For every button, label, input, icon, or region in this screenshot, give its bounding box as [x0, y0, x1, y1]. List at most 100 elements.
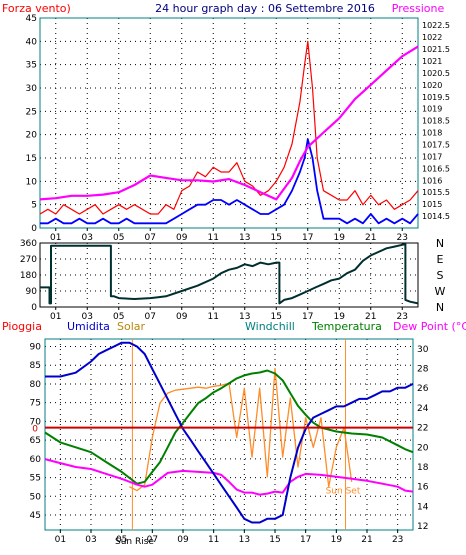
- x-tick-label: 19: [331, 535, 343, 545]
- x-tick-label: 11: [208, 312, 219, 322]
- y-left-tick-label: 40: [26, 37, 38, 47]
- x-tick-label: 13: [239, 312, 250, 322]
- y-right-tick-label: 1017.5: [422, 140, 450, 149]
- y-left-tick-label: 15: [26, 154, 37, 164]
- wind-pressure-chart: 0510152025303540451014.510151015.5101610…: [26, 14, 450, 243]
- x-tick-label: 21: [361, 535, 372, 545]
- y-right-tick-label: 1020: [422, 81, 442, 90]
- series-avg: [40, 138, 419, 225]
- x-tick-label: 19: [334, 233, 346, 243]
- y-left-tick-label: 50: [30, 492, 42, 502]
- y-left-tick-label: 45: [30, 511, 41, 521]
- x-tick-label: 03: [82, 233, 93, 243]
- series-humidity: [45, 341, 414, 524]
- y-tick-label: 270: [20, 255, 37, 265]
- x-tick-label: 01: [50, 233, 61, 243]
- pressure-title: Pressione: [392, 2, 445, 15]
- x-tick-label: 09: [176, 312, 188, 322]
- sun-rise-label: Sun Rise: [115, 537, 154, 547]
- y-left-tick-label: 45: [26, 14, 37, 24]
- x-tick-label: 07: [145, 233, 156, 243]
- series-dew: [44, 458, 414, 496]
- x-tick-label: 23: [397, 233, 408, 243]
- y-right-tick-label: 12: [417, 522, 428, 532]
- y-tick-label: 90: [26, 287, 38, 297]
- y-right-tick-label: 28: [417, 365, 429, 375]
- y-right-tick-label: 14: [417, 502, 429, 512]
- pioggia-label: Pioggia: [2, 320, 42, 333]
- x-tick-label: 15: [271, 312, 282, 322]
- y-left-tick-label: 60: [30, 455, 42, 465]
- x-tick-label: 21: [365, 233, 376, 243]
- y-right-tick-label: 1021: [422, 57, 442, 66]
- y-right-tick-label: 1017: [422, 152, 442, 161]
- series-direction: [40, 242, 419, 305]
- compass-label: E: [437, 253, 444, 266]
- wind-title: Forza vento): [2, 2, 71, 15]
- x-tick-label: 23: [392, 535, 403, 545]
- x-tick-label: 17: [302, 233, 313, 243]
- x-tick-label: 13: [239, 535, 250, 545]
- x-tick-label: 11: [208, 535, 219, 545]
- plot-frame: [39, 242, 419, 308]
- series-gust: [39, 40, 419, 215]
- temperature-humidity-chart: 45 50 55 60 65 70 75 80 85 90 12 14 16 18 20 22 24 26 28 30…: [30, 338, 429, 547]
- y-left-tick-label: 65: [30, 436, 41, 446]
- x-tick-label: 23: [397, 312, 408, 322]
- y-right-tick-label: 1016.5: [422, 164, 450, 173]
- y-left-tick-label: 20: [26, 131, 38, 141]
- y-right-tick-label: 30: [417, 345, 429, 355]
- x-tick-label: 03: [82, 312, 93, 322]
- x-tick-label: 07: [147, 535, 158, 545]
- compass-label: N: [436, 237, 444, 250]
- y-left-tick-label: 5: [31, 201, 37, 211]
- x-tick-label: 15: [269, 535, 280, 545]
- y-left-tick-label: 35: [26, 61, 37, 71]
- y-left-tick-label: 30: [26, 84, 38, 94]
- y-right-tick-label: 22: [417, 424, 428, 434]
- y-right-tick-label: 24: [417, 404, 429, 414]
- x-tick-label: 05: [113, 312, 124, 322]
- y-right-tick-label: 26: [417, 384, 429, 394]
- chart-title: 24 hour graph day : 06 Settembre 2016: [155, 2, 375, 15]
- x-tick-label: 03: [85, 535, 96, 545]
- y-left-tick-label: 10: [26, 177, 38, 187]
- y-left-tick-label: 55: [30, 474, 41, 484]
- x-tick-label: 19: [334, 312, 346, 322]
- y-right-tick-label: 1014.5: [422, 212, 450, 221]
- x-tick-label: 13: [239, 233, 250, 243]
- compass-label: W: [435, 285, 446, 298]
- y-left-tick-label: 25: [26, 107, 37, 117]
- y-right-tick-label: 18: [417, 463, 429, 473]
- x-tick-label: 11: [208, 233, 219, 243]
- y-right-tick-label: 1016: [422, 176, 442, 185]
- y-tick-label: 0: [31, 303, 37, 313]
- umidita-label: Umidita: [67, 320, 110, 333]
- y-tick-label: 180: [20, 271, 37, 281]
- temperatura-label: Temperatura: [311, 320, 382, 333]
- x-tick-label: 05: [113, 233, 124, 243]
- y-right-tick-label: 1021.5: [422, 45, 450, 54]
- x-tick-label: 01: [55, 535, 66, 545]
- y-right-tick-label: 1022.5: [422, 21, 450, 30]
- y-left-tick-label: 70: [30, 417, 42, 427]
- x-tick-label: 09: [176, 233, 188, 243]
- x-tick-label: 15: [271, 233, 282, 243]
- y-right-tick-label: 1015.5: [422, 188, 450, 197]
- y-right-tick-label: 1020.5: [422, 69, 450, 78]
- y-right-tick-label: 16: [417, 483, 429, 493]
- x-tick-label: 05: [116, 535, 127, 545]
- x-tick-label: 01: [50, 312, 61, 322]
- series-pressure: [39, 45, 419, 201]
- plot-frame: [44, 338, 414, 531]
- sun-set-label: Sun Set: [326, 487, 361, 497]
- dew-point-label: Dew Point (°C): [393, 320, 466, 333]
- y-right-tick-label: 1018.5: [422, 117, 450, 126]
- solar-label: Solar: [117, 320, 146, 333]
- x-tick-label: 07: [145, 312, 156, 322]
- y-left-tick-label: 90: [30, 342, 42, 352]
- plot-frame: [39, 17, 419, 229]
